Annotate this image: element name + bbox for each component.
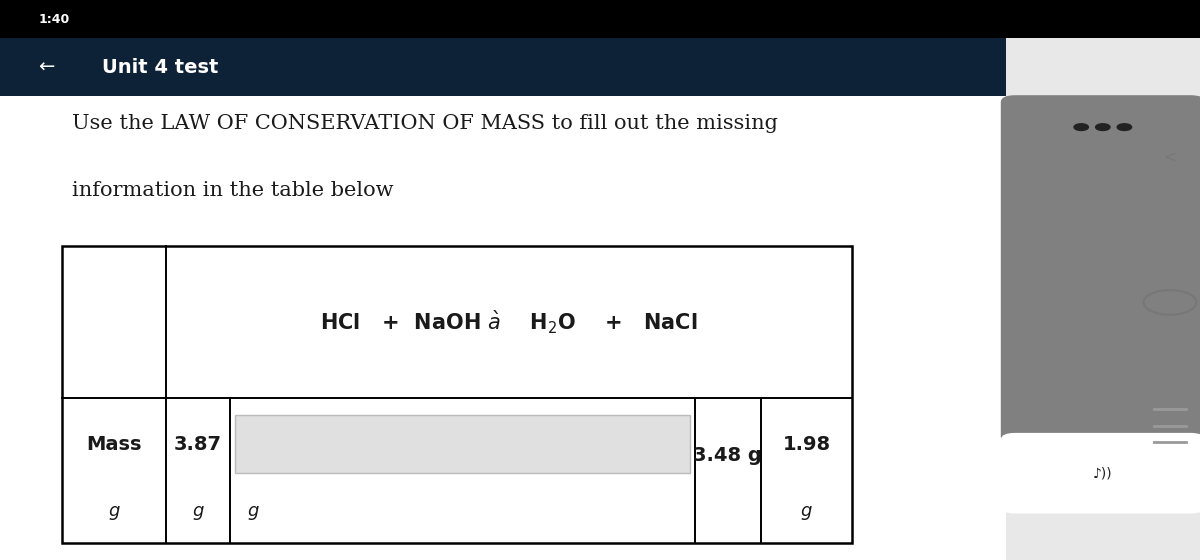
Text: 1:40: 1:40: [38, 12, 70, 26]
Circle shape: [1074, 124, 1088, 130]
Text: ←: ←: [38, 58, 55, 77]
FancyBboxPatch shape: [235, 416, 690, 473]
Text: ♪)): ♪)): [1093, 466, 1112, 480]
Text: <: <: [1164, 150, 1176, 164]
FancyBboxPatch shape: [1001, 433, 1200, 514]
Text: information in the table below: information in the table below: [72, 181, 394, 200]
Text: 3.87: 3.87: [174, 435, 222, 454]
Circle shape: [1096, 124, 1110, 130]
Text: g: g: [108, 502, 120, 520]
Text: Mass: Mass: [86, 435, 142, 454]
Text: Use the LAW OF CONSERVATION OF MASS to fill out the missing: Use the LAW OF CONSERVATION OF MASS to f…: [72, 114, 778, 133]
Text: g: g: [800, 502, 812, 520]
Text: 1.98: 1.98: [782, 435, 830, 454]
Text: g: g: [192, 502, 204, 520]
Circle shape: [1117, 124, 1132, 130]
Text: g: g: [247, 502, 258, 520]
Text: HCl   +  NaOH $\grave{a}$    H$_2$O    +   NaCl: HCl + NaOH $\grave{a}$ H$_2$O + NaCl: [320, 309, 697, 335]
Text: 3.48 g: 3.48 g: [694, 446, 762, 465]
FancyBboxPatch shape: [1001, 95, 1200, 444]
Bar: [0, 0, 1200, 38]
Text: Unit 4 test: Unit 4 test: [102, 58, 218, 77]
